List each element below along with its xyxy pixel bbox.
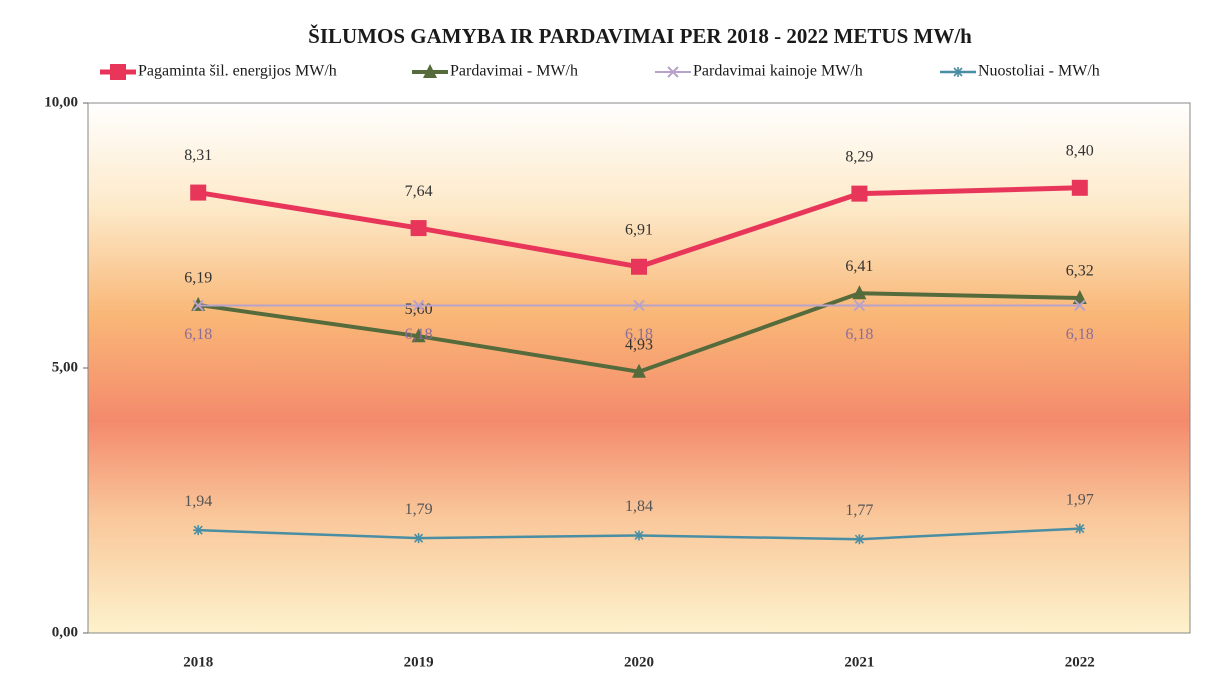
- point: [410, 220, 427, 237]
- chart-title: ŠILUMOS GAMYBA IR PARDAVIMAI PER 2018 - …: [308, 24, 972, 48]
- legend-marker: [953, 67, 963, 77]
- y-tick-label: 0,00: [52, 624, 78, 640]
- data-label: 5,60: [405, 301, 433, 318]
- point: [854, 534, 865, 545]
- data-label: 6,18: [184, 326, 212, 343]
- point: [853, 299, 866, 312]
- y-tick-label: 5,00: [52, 359, 78, 375]
- point: [1074, 523, 1085, 534]
- data-label: 8,31: [184, 147, 212, 164]
- data-label: 6,18: [1066, 326, 1094, 343]
- point: [191, 296, 206, 311]
- point: [634, 530, 644, 541]
- data-label: 8,29: [845, 148, 873, 165]
- legend-marker: [667, 66, 679, 78]
- point: [411, 328, 426, 343]
- x-tick-label: 2021: [844, 654, 874, 670]
- point: [192, 299, 204, 312]
- data-label: 1,84: [625, 498, 653, 515]
- legend-label: Nuostoliai - MW/h: [978, 63, 1100, 80]
- legend-marker: [110, 64, 126, 80]
- data-label: 1,97: [1066, 491, 1094, 508]
- legend-label: Pardavimai - MW/h: [450, 63, 578, 80]
- point: [851, 185, 868, 202]
- x-tick-label: 2020: [624, 654, 654, 670]
- data-label: 6,41: [845, 258, 873, 275]
- data-label: 6,91: [625, 221, 653, 238]
- legend-label: Pagaminta šil. energijos MW/h: [138, 63, 337, 80]
- data-label: 6,32: [1066, 263, 1094, 280]
- data-label: 1,94: [184, 493, 212, 510]
- point: [412, 299, 425, 312]
- data-label: 6,18: [845, 326, 873, 343]
- point: [632, 363, 646, 378]
- data-label: 7,64: [405, 183, 433, 200]
- point: [852, 285, 867, 300]
- legend-label: Pardavimai kainoje MW/h: [693, 63, 863, 80]
- x-tick-label: 2022: [1065, 654, 1095, 670]
- y-tick-label: 10,00: [44, 94, 78, 110]
- data-label: 6,19: [184, 270, 212, 287]
- point: [1074, 299, 1086, 312]
- legend-marker: [423, 64, 437, 78]
- point: [1071, 179, 1088, 196]
- point: [413, 533, 424, 544]
- data-label: 6,18: [625, 326, 653, 343]
- point: [190, 184, 207, 201]
- data-label: 1,77: [845, 502, 873, 519]
- point: [1072, 290, 1087, 305]
- data-label: 1,79: [405, 501, 433, 518]
- point: [193, 525, 204, 536]
- point: [633, 299, 645, 312]
- point: [631, 258, 647, 275]
- x-tick-label: 2018: [183, 654, 213, 670]
- x-tick-label: 2019: [404, 654, 434, 670]
- data-label: 8,40: [1066, 142, 1094, 159]
- data-label: 6,18: [405, 326, 433, 343]
- data-label: 4,93: [625, 336, 653, 353]
